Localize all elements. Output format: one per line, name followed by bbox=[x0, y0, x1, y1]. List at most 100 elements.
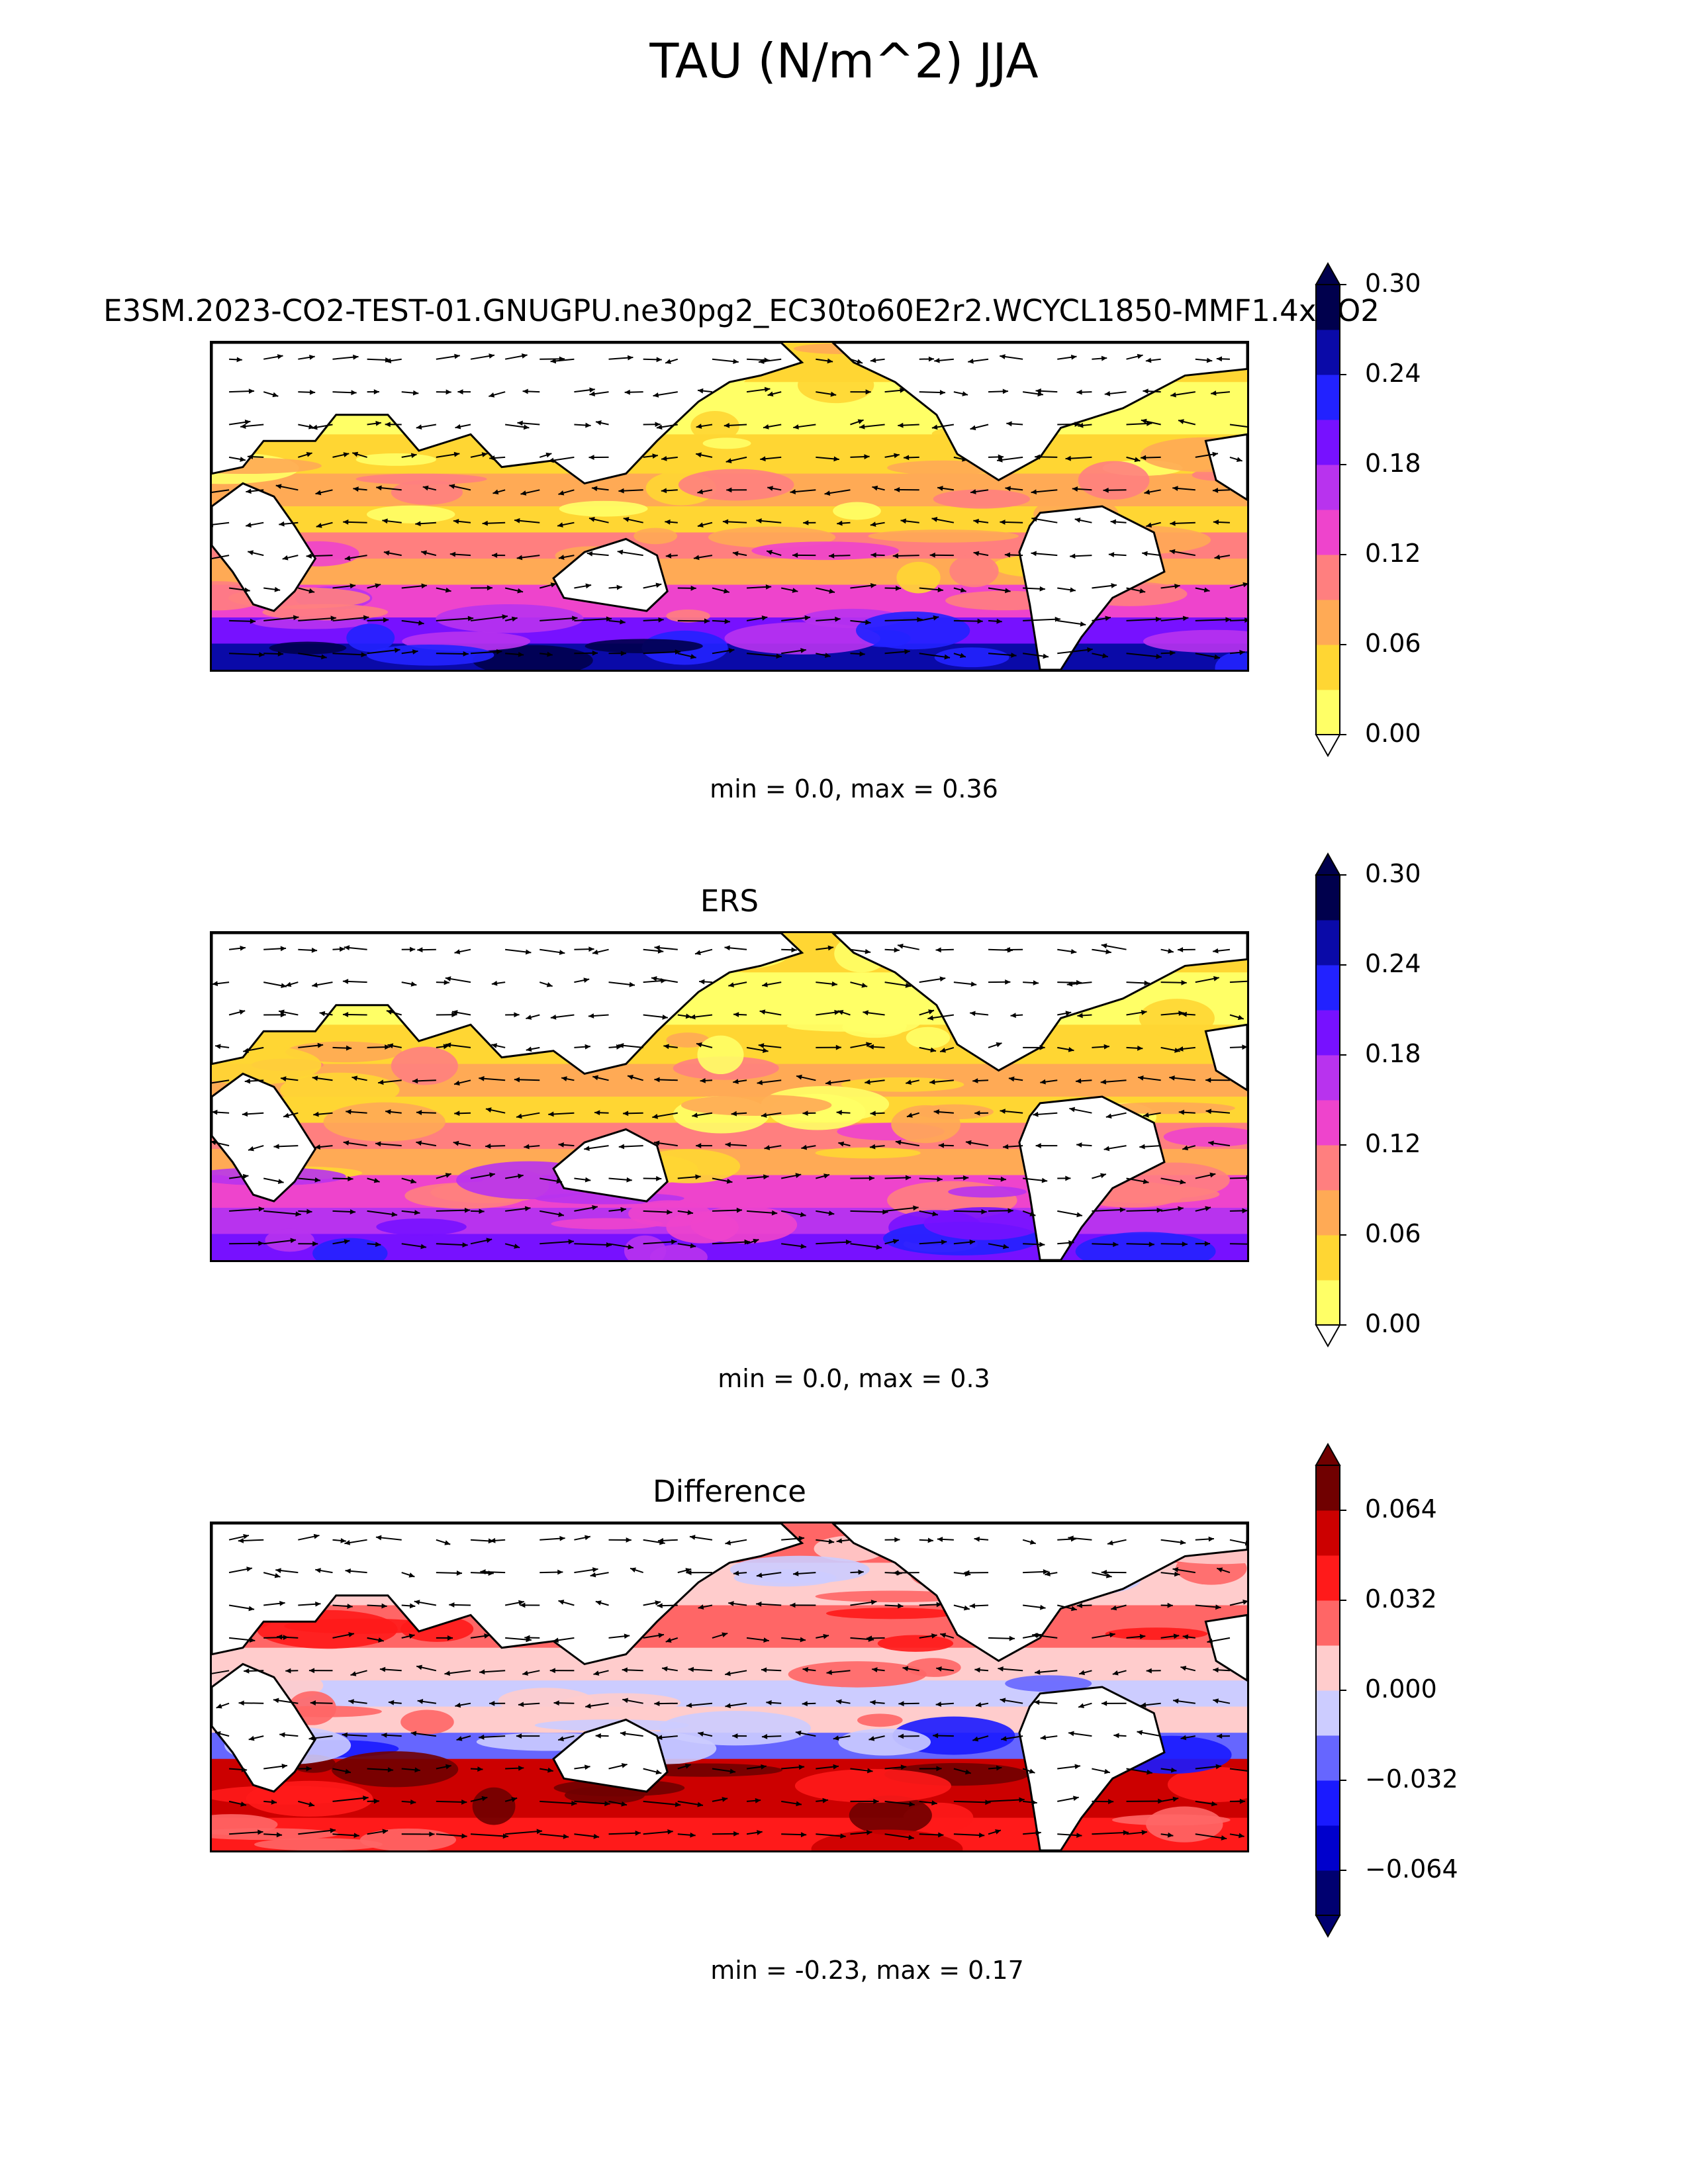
wind-vector-head bbox=[409, 1603, 416, 1609]
wind-vector-head bbox=[588, 946, 594, 952]
wind-vector-head bbox=[936, 1766, 942, 1772]
wind-vector-head bbox=[550, 358, 557, 364]
wind-vector-head bbox=[1172, 486, 1178, 491]
wind-vector-head bbox=[1209, 1172, 1216, 1178]
wind-vector-head bbox=[588, 516, 595, 522]
wind-vector-head bbox=[902, 1666, 909, 1672]
wind-vector-head bbox=[870, 552, 876, 558]
wind-vector-head bbox=[1104, 1768, 1110, 1774]
wind-vector-head bbox=[624, 1633, 630, 1639]
wind-vector-head bbox=[1040, 1735, 1047, 1741]
coastline bbox=[1204, 1614, 1247, 1682]
wind-vector-head bbox=[240, 945, 246, 951]
wind-vector-head bbox=[1211, 390, 1217, 396]
wind-vector-head bbox=[1101, 355, 1107, 361]
wind-vector bbox=[1229, 1177, 1247, 1179]
colorbar-segment bbox=[1316, 1780, 1340, 1826]
wind-vector-head bbox=[375, 1242, 381, 1248]
wind-vector-head bbox=[998, 1666, 1004, 1672]
colorbar-tick-label: −0.032 bbox=[1365, 1764, 1458, 1794]
wind-vector-head bbox=[1029, 1768, 1035, 1774]
wind-vector-head bbox=[526, 1015, 532, 1020]
wind-vector-head bbox=[1000, 520, 1006, 525]
field-patch bbox=[1189, 405, 1243, 433]
wind-vector-head bbox=[1008, 1208, 1013, 1214]
wind-vector-head bbox=[761, 1734, 768, 1739]
panel-1-colorbar-svg bbox=[1315, 261, 1346, 758]
wind-vector-head bbox=[931, 424, 938, 430]
wind-vector-head bbox=[321, 654, 327, 660]
wind-vector-head bbox=[1178, 1046, 1184, 1052]
wind-vector-head bbox=[686, 1570, 692, 1576]
wind-vector-head bbox=[1019, 1797, 1025, 1803]
wind-vector-head bbox=[604, 1801, 610, 1807]
wind-vector-head bbox=[1066, 981, 1073, 987]
wind-vector-head bbox=[524, 1206, 531, 1212]
wind-vector-head bbox=[490, 1537, 496, 1543]
wind-vector-head bbox=[386, 1009, 393, 1015]
colorbar-tick-label: 0.00 bbox=[1365, 719, 1421, 748]
field-patch bbox=[1078, 461, 1150, 500]
colorbar-tick-label: 0.30 bbox=[1365, 859, 1421, 888]
wind-vector bbox=[212, 555, 230, 560]
wind-vector-head bbox=[1039, 1242, 1045, 1248]
panel-1-map-svg bbox=[212, 343, 1247, 670]
wind-vector-head bbox=[965, 1140, 972, 1146]
wind-vector-head bbox=[933, 1109, 939, 1115]
colorbar-segment bbox=[1316, 1145, 1340, 1191]
wind-vector-head bbox=[593, 1670, 600, 1676]
wind-vector-head bbox=[657, 1603, 663, 1609]
coastline bbox=[212, 1072, 317, 1203]
wind-vector-head bbox=[347, 1604, 353, 1609]
wind-vector-head bbox=[414, 1600, 420, 1605]
wind-vector-head bbox=[655, 1769, 662, 1775]
wind-vector-head bbox=[698, 1604, 704, 1610]
wind-vector-head bbox=[917, 617, 923, 623]
wind-vector-head bbox=[729, 1768, 736, 1774]
panel-3-map-svg bbox=[212, 1524, 1247, 1850]
colorbar-segment bbox=[1316, 1055, 1340, 1101]
wind-vector-head bbox=[236, 357, 242, 363]
wind-vector-head bbox=[449, 484, 455, 489]
field-patch bbox=[1139, 999, 1215, 1038]
wind-vector-head bbox=[421, 550, 428, 556]
wind-vector-head bbox=[457, 389, 463, 394]
wind-vector-head bbox=[378, 1637, 384, 1643]
wind-vector-head bbox=[1035, 454, 1041, 460]
wind-vector-head bbox=[1207, 1638, 1213, 1644]
wind-vector-head bbox=[547, 651, 553, 657]
wind-vector-head bbox=[1111, 1605, 1117, 1611]
wind-vector-head bbox=[1070, 1606, 1077, 1612]
wind-vector-head bbox=[312, 424, 318, 430]
wind-vector-head bbox=[343, 452, 350, 457]
colorbar-tick-label: 0.000 bbox=[1365, 1674, 1437, 1704]
wind-vector-head bbox=[963, 1605, 970, 1611]
wind-vector-head bbox=[273, 1144, 279, 1150]
wind-vector-head bbox=[285, 1668, 291, 1674]
wind-vector-head bbox=[935, 1702, 942, 1707]
wind-vector-head bbox=[585, 1703, 591, 1709]
wind-vector-head bbox=[725, 1142, 731, 1148]
wind-vector-head bbox=[248, 1606, 255, 1612]
wind-vector-head bbox=[462, 1242, 468, 1248]
wind-vector-head bbox=[1076, 1603, 1082, 1608]
wind-vector-head bbox=[1244, 617, 1247, 623]
wind-vector-head bbox=[415, 521, 421, 527]
colorbar-segment bbox=[1316, 1870, 1340, 1916]
wind-vector-head bbox=[1113, 1733, 1119, 1739]
wind-vector-head bbox=[800, 1832, 807, 1838]
wind-vector-head bbox=[927, 1015, 933, 1021]
wind-vector-head bbox=[385, 1109, 391, 1115]
wind-vector-head bbox=[309, 355, 315, 360]
wind-vector bbox=[263, 1210, 301, 1216]
wind-vector-head bbox=[559, 950, 565, 955]
wind-vector-head bbox=[306, 553, 312, 559]
field-patch bbox=[1100, 1102, 1235, 1115]
field-patch bbox=[585, 639, 703, 654]
wind-vector-head bbox=[1002, 388, 1008, 394]
wind-vector bbox=[1126, 1209, 1162, 1212]
wind-vector-head bbox=[869, 1144, 876, 1150]
wind-vector-head bbox=[1076, 389, 1082, 395]
wind-vector-head bbox=[685, 1013, 692, 1019]
wind-vector-head bbox=[892, 1239, 899, 1244]
